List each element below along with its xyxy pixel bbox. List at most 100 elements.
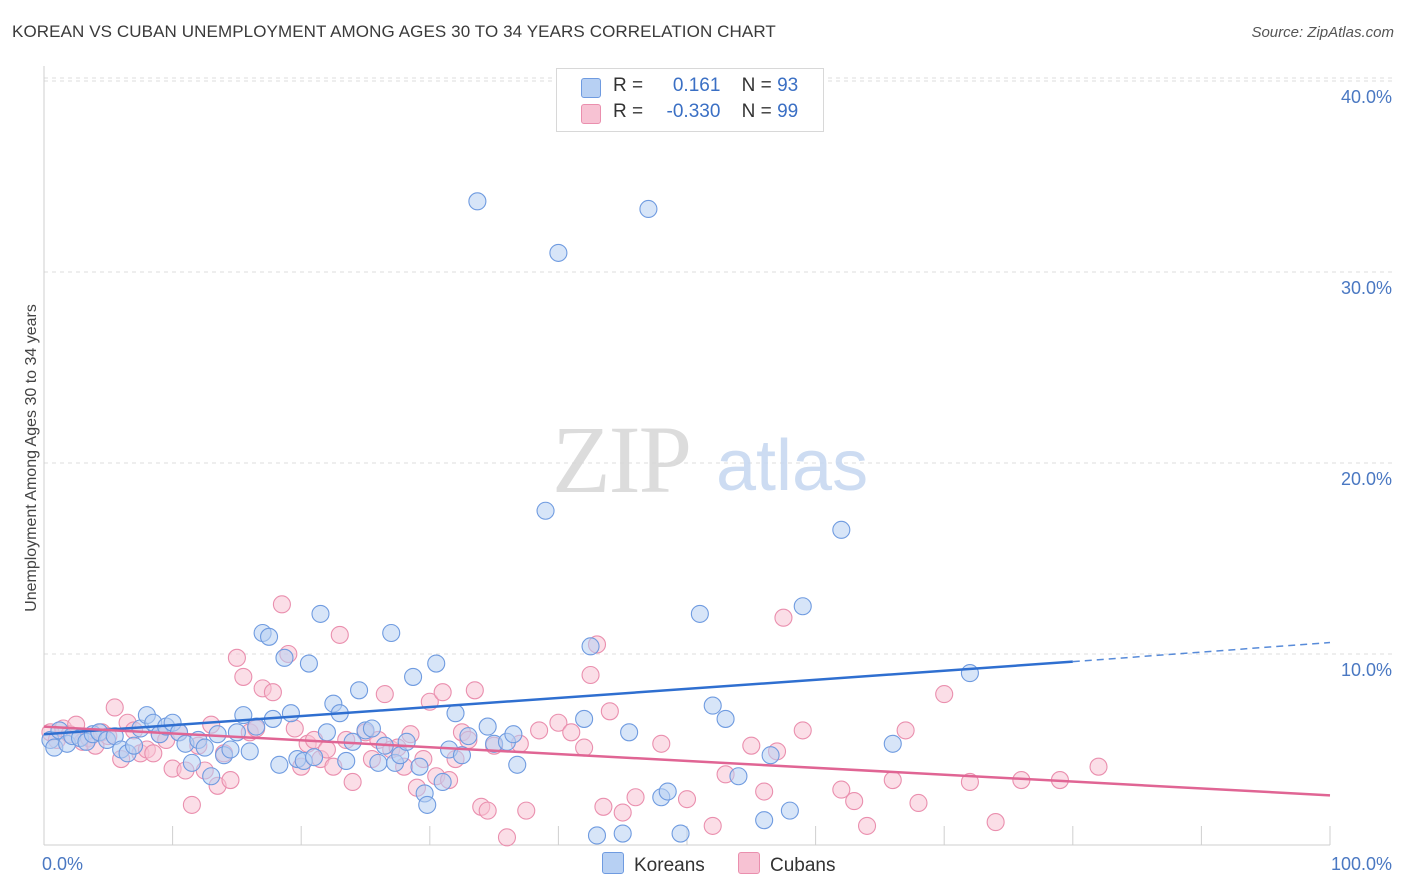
cubans-legend-swatch <box>738 852 760 874</box>
koreans-point <box>382 623 401 643</box>
koreans-point <box>299 654 318 673</box>
y-tick-label: 30.0% <box>1341 278 1392 298</box>
koreans-point <box>587 826 607 845</box>
koreans-point <box>404 667 423 686</box>
cubans-point <box>375 685 394 704</box>
koreans-point <box>780 801 799 820</box>
cubans-point <box>575 738 594 757</box>
koreans-point <box>755 811 774 830</box>
y-tick-label: 10.0% <box>1341 660 1392 680</box>
cubans-point <box>465 681 484 700</box>
koreans-point <box>195 738 214 757</box>
koreans-point <box>671 824 690 843</box>
cubans-trend-line <box>43 725 1331 797</box>
koreans-point <box>202 767 221 786</box>
koreans-point <box>369 753 388 772</box>
y-tick-label: 40.0% <box>1341 87 1392 107</box>
koreans-point <box>446 704 465 723</box>
cubans-point <box>285 719 304 738</box>
y-axis-label: Unemployment Among Ages 30 to 34 years <box>23 304 40 612</box>
koreans-point <box>317 723 336 742</box>
tick-labels: 10.0% 20.0% 30.0% 40.0% 0.0% 100.0% <box>42 87 1392 874</box>
koreans-point <box>362 719 381 738</box>
legend-n-label: N = <box>741 101 772 122</box>
cubans-point <box>227 648 246 667</box>
koreans-trend-line <box>43 660 1073 736</box>
cubans-point <box>272 595 291 614</box>
cubans-point <box>1089 757 1108 776</box>
x-tick-label-max: 100.0% <box>1331 854 1392 874</box>
koreans-point <box>793 597 812 616</box>
cubans-point <box>600 702 619 721</box>
koreans-point <box>459 727 478 746</box>
cubans-point <box>182 795 201 814</box>
cubans-point <box>581 665 600 685</box>
watermark-atlas: atlas <box>716 426 868 506</box>
cubans-point <box>845 792 864 811</box>
koreans-point <box>427 654 446 673</box>
koreans-point <box>397 732 416 751</box>
cubans-point <box>626 788 645 807</box>
koreans-point <box>350 681 369 700</box>
legend-item-cubans[interactable]: Cubans <box>738 852 836 877</box>
koreans-point <box>311 604 330 623</box>
x-tick-label-min: 0.0% <box>42 854 83 874</box>
koreans-point <box>418 795 437 814</box>
koreans-point <box>581 637 600 656</box>
koreans-point <box>281 704 300 723</box>
koreans-point <box>690 604 709 623</box>
cubans-point <box>755 782 774 801</box>
cubans-point <box>517 801 536 820</box>
cubans-point <box>652 734 671 753</box>
koreans-point <box>575 709 594 728</box>
legend-item-koreans[interactable]: Koreans <box>602 852 705 877</box>
koreans-point <box>549 243 568 262</box>
koreans-point <box>536 501 555 520</box>
koreans-point <box>275 648 294 667</box>
cubans-points <box>41 595 1108 847</box>
cubans-point <box>530 721 549 740</box>
cubans-point <box>613 803 632 822</box>
cubans-point <box>221 771 240 790</box>
cubans-point <box>857 816 877 835</box>
koreans-point <box>883 734 902 753</box>
koreans-point <box>124 736 144 755</box>
legend-r-label: R = <box>613 101 644 122</box>
cubans-point <box>793 721 812 740</box>
koreans-point <box>240 742 259 761</box>
trend-lines <box>43 641 1331 797</box>
cubans-legend-label: Cubans <box>770 855 836 876</box>
koreans-point <box>337 751 356 771</box>
cubans-point <box>935 685 954 704</box>
chart-title: KOREAN VS CUBAN UNEMPLOYMENT AMONG AGES … <box>12 22 776 41</box>
koreans-point <box>639 199 658 219</box>
koreans-point <box>433 772 452 792</box>
cubans-point <box>703 816 722 835</box>
koreans-point <box>478 717 497 736</box>
source-credit: Source: ZipAtlas.com <box>1251 24 1394 41</box>
koreans-point <box>504 725 523 744</box>
legend-n-label: N = <box>741 75 772 96</box>
cubans-point <box>234 667 253 686</box>
cubans-point <box>832 780 851 799</box>
koreans-point <box>452 746 472 765</box>
cubans-point <box>478 801 497 820</box>
cubans-point <box>909 793 928 813</box>
koreans-point <box>508 755 527 774</box>
cubans-point <box>549 713 568 732</box>
axes <box>43 66 1331 846</box>
y-tick-label: 20.0% <box>1341 469 1392 489</box>
koreans-point <box>305 748 324 767</box>
koreans-point <box>761 746 780 765</box>
legend-n-value-cubans: 99 <box>777 101 799 122</box>
legend-n-value-koreans: 93 <box>777 75 799 96</box>
koreans-point <box>208 725 227 744</box>
koreans-points <box>41 192 979 845</box>
koreans-swatch <box>581 78 601 98</box>
legend-r-label: R = <box>613 75 644 96</box>
cubans-point <box>497 828 517 847</box>
legend-r-value-koreans: 0.161 <box>672 75 721 96</box>
cubans-point <box>774 608 793 627</box>
koreans-point <box>468 192 487 211</box>
